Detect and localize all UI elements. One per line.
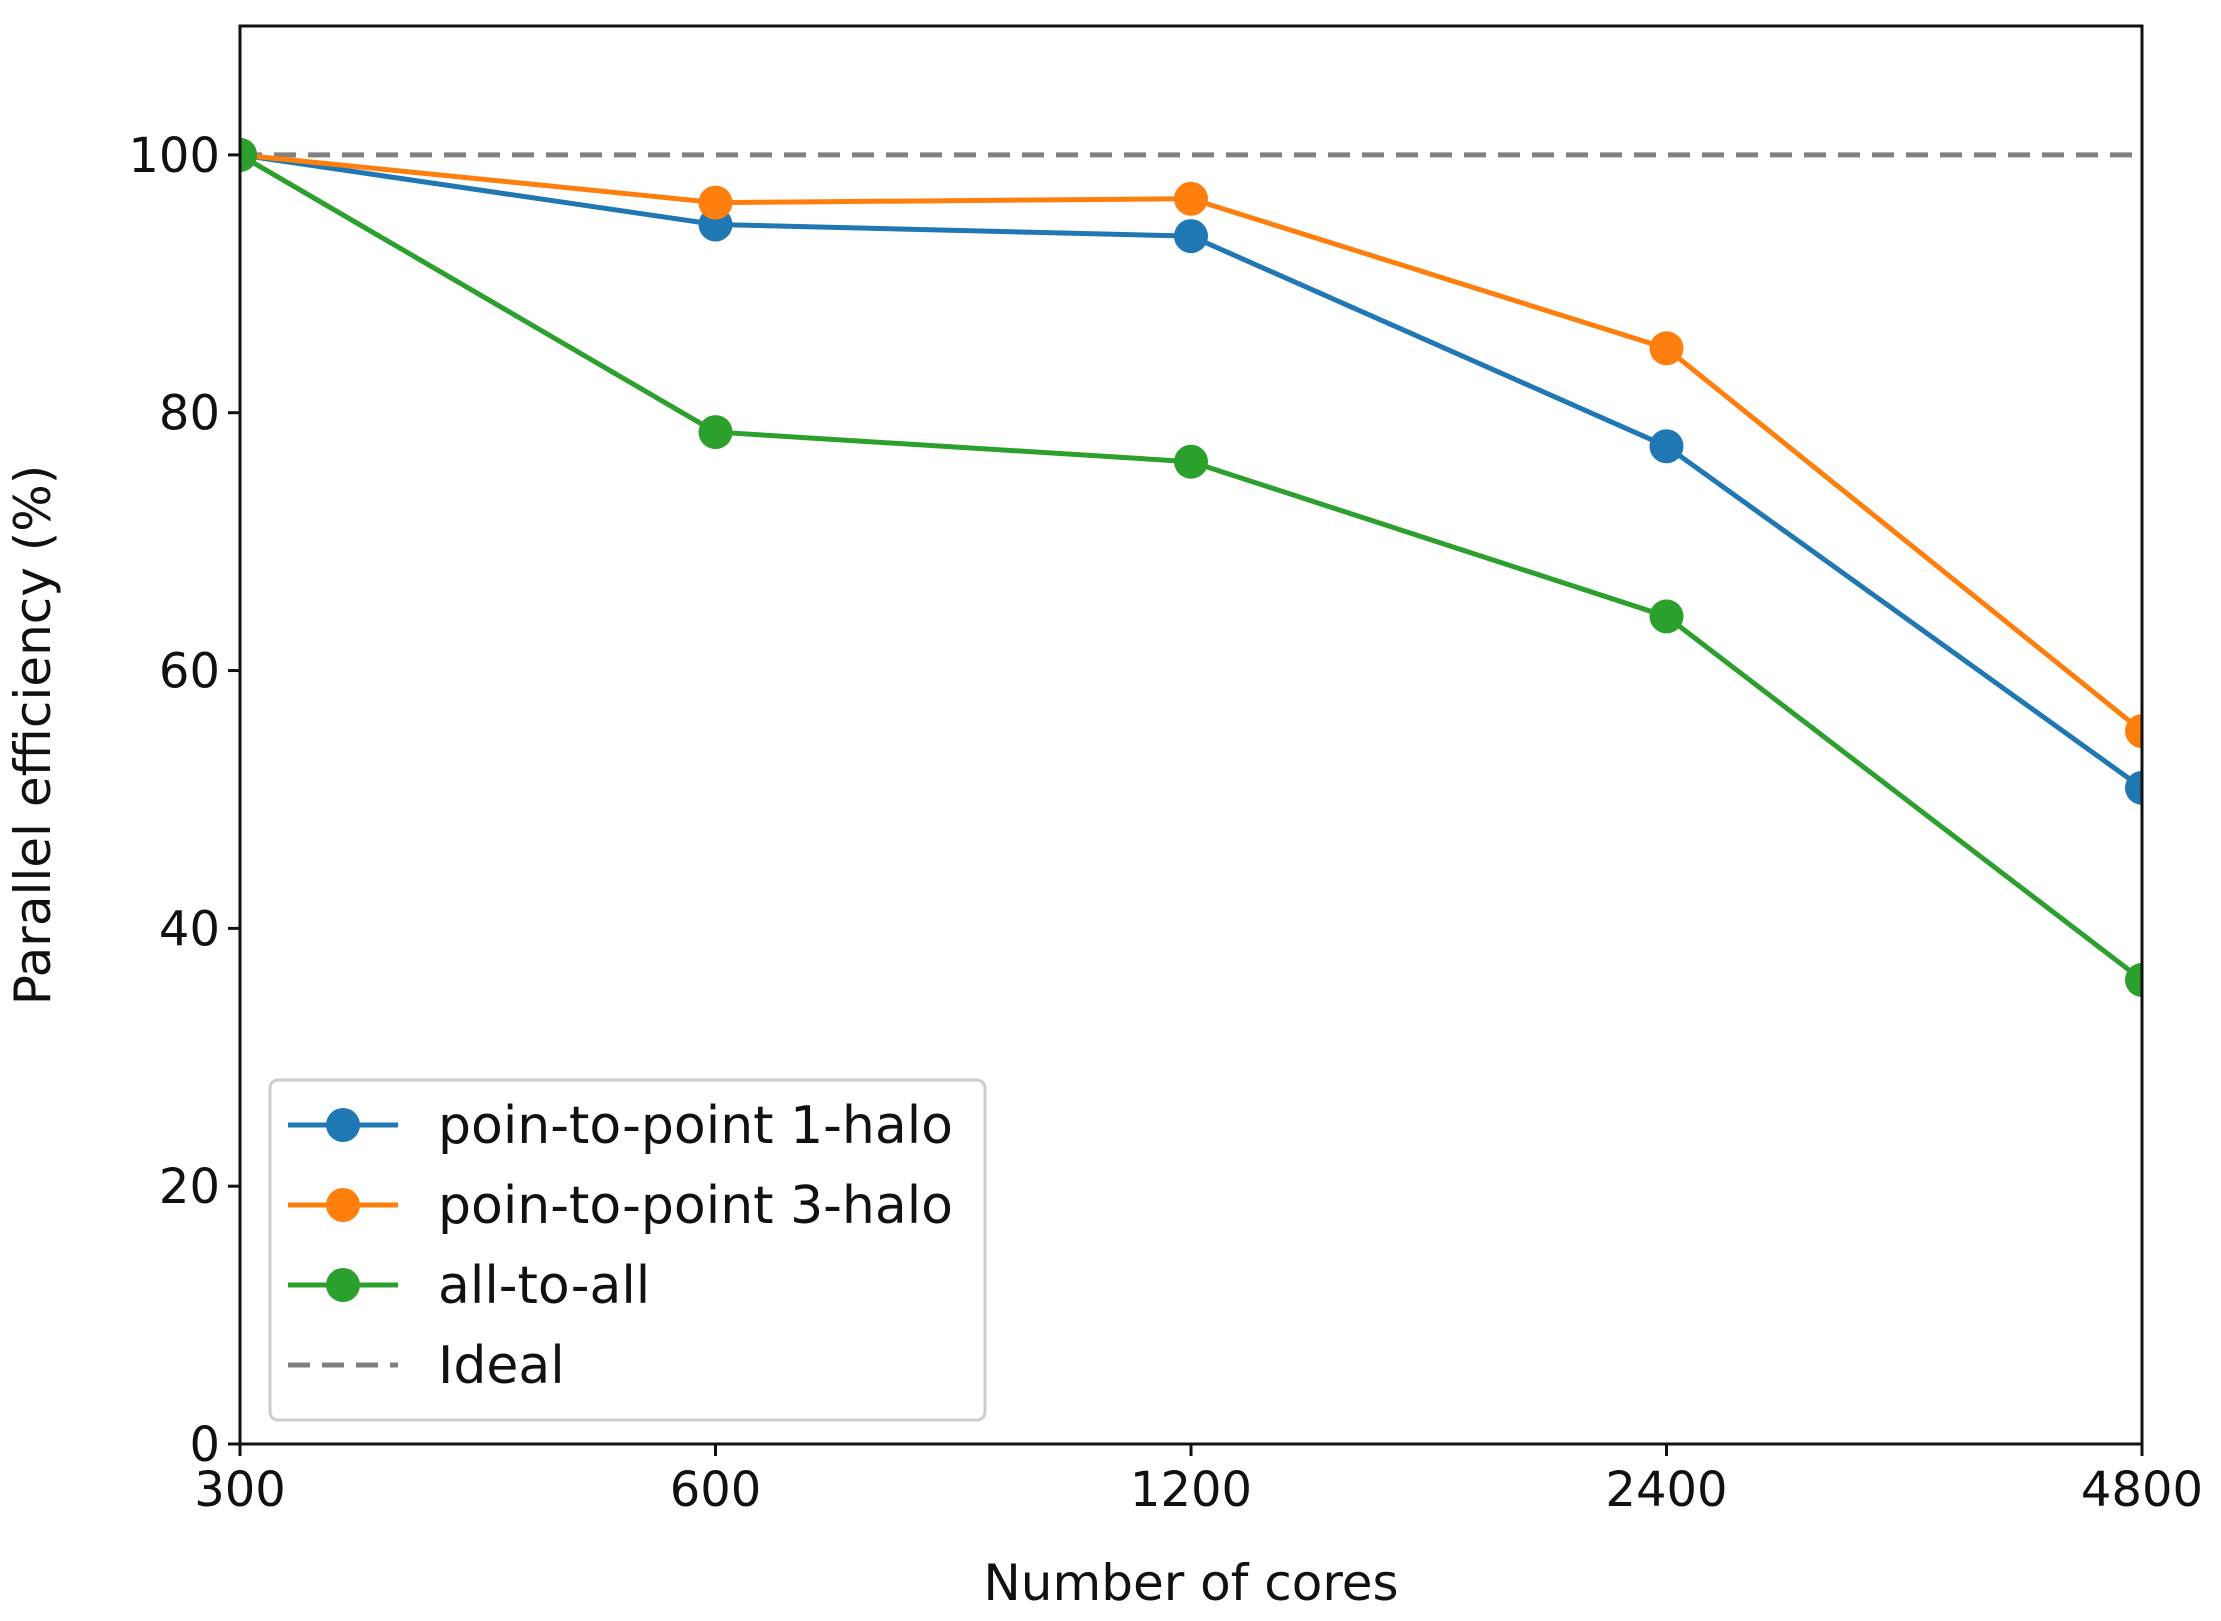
data-point-poin-to-point-3-halo-600 (698, 185, 733, 220)
data-point-all-to-all-1200 (1174, 444, 1208, 479)
data-point-poin-to-point-1-halo-4800 (2125, 770, 2142, 805)
x-tick-label: 300 (194, 1462, 286, 1518)
data-point-all-to-all-600 (698, 415, 733, 450)
y-tick-label: 0 (189, 1417, 220, 1473)
x-tick-label: 600 (670, 1462, 762, 1518)
legend-label-ideal: Ideal (438, 1336, 565, 1396)
data-point-poin-to-point-3-halo-4800 (2125, 714, 2142, 749)
x-axis-title: Number of cores (983, 1554, 1398, 1612)
x-tick-label: 4800 (2081, 1462, 2203, 1518)
data-point-poin-to-point-3-halo-2400 (1649, 331, 1684, 366)
data-point-all-to-all-4800 (2125, 962, 2142, 997)
x-tick-label: 1200 (1130, 1462, 1252, 1518)
y-axis-title: Parallel efficiency (%) (4, 465, 62, 1006)
legend-box (268, 1078, 987, 1422)
x-tick-label: 2400 (1605, 1462, 1727, 1518)
series-markers (240, 137, 2142, 997)
data-point-all-to-all-2400 (1649, 599, 1684, 634)
y-tick-label: 80 (159, 386, 220, 442)
axis-ticks: 300 600 1200 2400 4800 0 20 40 60 80 100 (128, 128, 2203, 1518)
data-point-all-to-all-300 (240, 137, 257, 172)
y-tick-label: 40 (159, 901, 220, 957)
legend-label-poin-to-point-3-halo: poin-to-point 3-halo (438, 1176, 953, 1236)
legend-marker-poin-to-point-1-halo (326, 1108, 360, 1142)
y-tick-label: 20 (159, 1159, 220, 1215)
y-tick-label: 60 (159, 644, 220, 700)
legend-label-poin-to-point-1-halo: poin-to-point 1-halo (438, 1096, 953, 1156)
legend-marker-all-to-all (326, 1268, 360, 1302)
y-tick-label: 100 (128, 128, 220, 184)
legend-marker-poin-to-point-3-halo (326, 1188, 360, 1222)
data-point-poin-to-point-3-halo-1200 (1174, 181, 1208, 216)
data-point-poin-to-point-1-halo-2400 (1649, 429, 1684, 464)
legend-label-all-to-all: all-to-all (438, 1256, 650, 1316)
data-point-poin-to-point-1-halo-1200 (1174, 219, 1208, 254)
legend: poin-to-point 1-halo poin-to-point 3-halo… (268, 1078, 987, 1422)
